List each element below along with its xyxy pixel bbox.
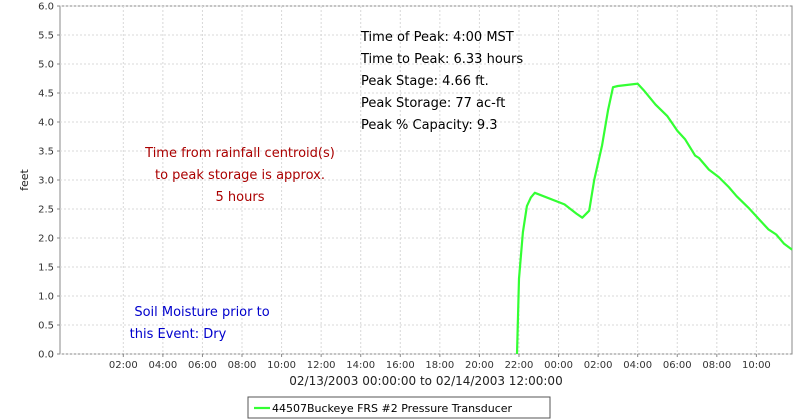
x-tick-label: 04:00 (148, 360, 177, 371)
x-tick-label: 10:00 (267, 360, 296, 371)
y-axis: 0.0 0.5 1.0 1.5 2.0 2.5 3.0 3.5 4.0 4.5 5.0 5.5 6.0 (38, 2, 60, 361)
y-tick-label: 4.5 (38, 89, 54, 100)
legend-entry: 44507Buckeye FRS #2 Pressure Transducer (272, 402, 513, 415)
centroid-note-line: Time from rainfall centroid(s) (144, 146, 335, 161)
soil-note: Soil Moisture prior to this Event: Dry (130, 305, 270, 342)
x-tick-label: 12:00 (307, 360, 336, 371)
peak-info-line: Time to Peak: 6.33 hours (360, 52, 523, 67)
gridlines (60, 5, 792, 355)
x-tick-label: 22:00 (505, 360, 534, 371)
y-tick-label: 1.0 (38, 292, 54, 303)
y-tick-label: 5.5 (38, 31, 54, 42)
centroid-note: Time from rainfall centroid(s) to peak s… (144, 146, 335, 205)
y-tick-label: 3.5 (38, 147, 54, 158)
x-tick-label: 02:00 (584, 360, 613, 371)
centroid-note-line: 5 hours (216, 190, 265, 205)
x-tick-label: 16:00 (386, 360, 415, 371)
peak-info-line: Peak % Capacity: 9.3 (361, 118, 498, 133)
peak-info-line: Peak Stage: 4.66 ft. (361, 74, 489, 89)
x-tick-label: 20:00 (465, 360, 494, 371)
x-tick-label: 00:00 (544, 360, 573, 371)
y-axis-label: feet (18, 168, 31, 190)
soil-note-line: this Event: Dry (130, 327, 227, 342)
x-tick-label: 18:00 (425, 360, 454, 371)
x-tick-label: 02:00 (109, 360, 138, 371)
y-tick-label: 0.0 (38, 350, 54, 361)
x-tick-label: 04:00 (623, 360, 652, 371)
centroid-note-line: to peak storage is approx. (155, 168, 325, 183)
y-tick-label: 4.0 (38, 118, 54, 129)
y-tick-label: 2.0 (38, 234, 54, 245)
x-tick-label: 08:00 (228, 360, 257, 371)
x-axis-label: 02/13/2003 00:00:00 to 02/14/2003 12:00:… (289, 374, 562, 388)
peak-info-line: Time of Peak: 4:00 MST (360, 30, 514, 45)
y-tick-label: 6.0 (38, 2, 54, 13)
y-tick-label: 3.0 (38, 176, 54, 187)
y-tick-label: 0.5 (38, 321, 54, 332)
x-tick-label: 06:00 (663, 360, 692, 371)
y-tick-label: 5.0 (38, 60, 54, 71)
peak-info: Time of Peak: 4:00 MST Time to Peak: 6.3… (360, 30, 523, 133)
x-axis: 02:00 04:00 06:00 08:00 10:00 12:00 14:00 16:00… (109, 354, 771, 371)
x-tick-label: 06:00 (188, 360, 217, 371)
x-tick-label: 14:00 (346, 360, 375, 371)
x-tick-label: 08:00 (702, 360, 731, 371)
soil-note-line: Soil Moisture prior to (134, 305, 269, 320)
y-tick-label: 1.5 (38, 263, 54, 274)
peak-info-line: Peak Storage: 77 ac-ft (361, 96, 505, 111)
x-tick-label: 10:00 (742, 360, 771, 371)
legend: 44507Buckeye FRS #2 Pressure Transducer (247, 396, 551, 419)
y-tick-label: 2.5 (38, 205, 54, 216)
series-line (515, 82, 793, 355)
legend-box (247, 396, 551, 419)
